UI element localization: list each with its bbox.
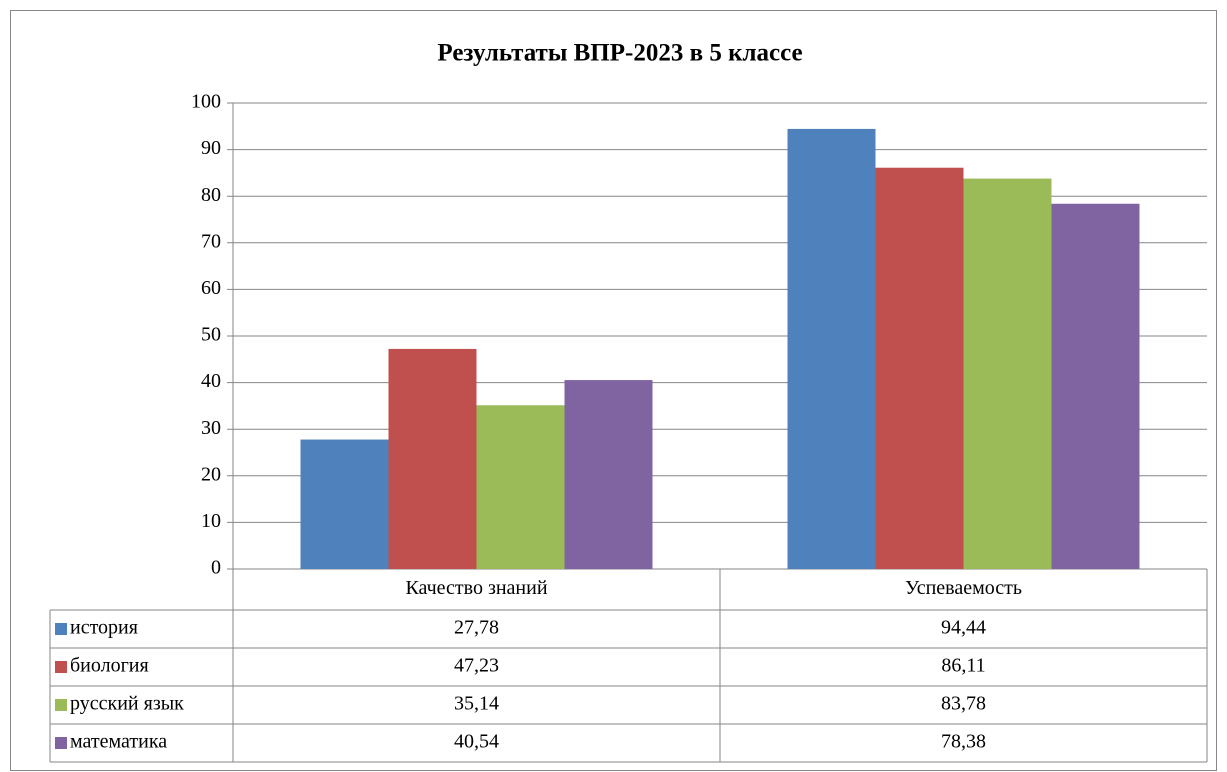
- legend-swatch: [55, 661, 67, 673]
- legend-label: русский язык: [70, 693, 184, 715]
- data-label: 47,23: [454, 655, 499, 677]
- y-tick-label: 40: [201, 370, 221, 392]
- data-label: 27,78: [454, 617, 499, 639]
- y-tick-label: 20: [201, 463, 221, 485]
- y-tick-label: 10: [201, 510, 221, 532]
- legend-label: математика: [70, 731, 167, 753]
- bar: [875, 167, 964, 569]
- legend-swatch: [55, 737, 67, 749]
- legend-swatch: [55, 699, 67, 711]
- y-tick-label: 100: [191, 91, 221, 113]
- bar: [787, 128, 876, 569]
- y-tick-label: 60: [201, 277, 221, 299]
- y-tick-label: 30: [201, 417, 221, 439]
- y-tick-label: 70: [201, 230, 221, 252]
- bar: [300, 439, 389, 569]
- y-tick-label: 0: [211, 557, 221, 579]
- data-label: 86,11: [941, 655, 985, 677]
- bar: [1051, 203, 1140, 569]
- y-tick-label: 80: [201, 184, 221, 206]
- legend-label: биология: [70, 655, 149, 677]
- bar: [388, 348, 477, 569]
- data-label: 94,44: [941, 617, 986, 639]
- bar: [564, 380, 653, 569]
- legend-label: история: [70, 617, 138, 639]
- bar: [476, 405, 565, 569]
- y-tick-label: 50: [201, 324, 221, 346]
- x-tick-label: Качество знаний: [405, 577, 547, 599]
- y-tick-label: 90: [201, 137, 221, 159]
- chart-title: Результаты ВПР-2023 в 5 классе: [437, 40, 802, 67]
- data-label: 83,78: [941, 693, 986, 715]
- data-label: 40,54: [454, 731, 499, 753]
- bar: [963, 178, 1052, 569]
- data-label: 78,38: [941, 731, 986, 753]
- data-label: 35,14: [454, 693, 499, 715]
- legend-swatch: [55, 623, 67, 635]
- x-tick-label: Успеваемость: [905, 577, 1022, 599]
